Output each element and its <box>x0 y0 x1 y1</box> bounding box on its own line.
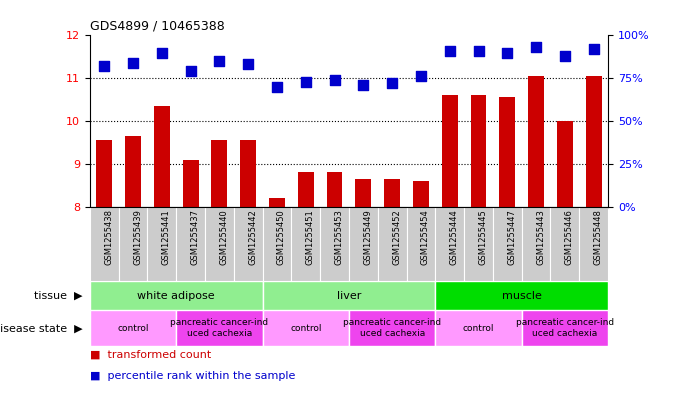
Text: disease state  ▶: disease state ▶ <box>0 323 83 333</box>
Text: GSM1255450: GSM1255450 <box>277 209 286 264</box>
Point <box>99 63 110 69</box>
Bar <box>522 207 551 281</box>
Text: GSM1255437: GSM1255437 <box>191 209 200 265</box>
Point <box>156 50 167 56</box>
Text: GSM1255443: GSM1255443 <box>536 209 545 265</box>
Text: GSM1255441: GSM1255441 <box>162 209 171 264</box>
Bar <box>579 207 608 281</box>
Bar <box>176 207 205 281</box>
Text: GSM1255452: GSM1255452 <box>392 209 401 264</box>
Bar <box>298 173 314 207</box>
Point <box>243 61 254 68</box>
Bar <box>551 207 579 281</box>
Bar <box>557 121 573 207</box>
Bar <box>349 310 435 346</box>
Text: GSM1255446: GSM1255446 <box>565 209 574 265</box>
Text: pancreatic cancer-ind
uced cachexia: pancreatic cancer-ind uced cachexia <box>515 318 614 338</box>
Text: GSM1255453: GSM1255453 <box>334 209 343 265</box>
Bar <box>90 207 119 281</box>
Text: GSM1255454: GSM1255454 <box>421 209 430 264</box>
Point <box>358 82 369 88</box>
Point <box>329 77 340 83</box>
Bar <box>263 281 435 310</box>
Bar <box>435 281 608 310</box>
Point <box>127 60 138 66</box>
Bar <box>500 97 515 207</box>
Bar <box>471 95 486 207</box>
Point <box>502 50 513 56</box>
Bar <box>413 181 429 207</box>
Bar <box>528 76 544 207</box>
Text: GSM1255442: GSM1255442 <box>248 209 257 264</box>
Bar <box>586 76 602 207</box>
Text: ■  percentile rank within the sample: ■ percentile rank within the sample <box>90 371 295 381</box>
Point <box>300 79 311 85</box>
Point <box>588 46 599 52</box>
Text: GSM1255447: GSM1255447 <box>507 209 516 265</box>
Bar <box>125 136 141 207</box>
Bar <box>406 207 435 281</box>
Bar <box>240 140 256 207</box>
Bar <box>522 310 608 346</box>
Text: pancreatic cancer-ind
uced cachexia: pancreatic cancer-ind uced cachexia <box>170 318 269 338</box>
Bar <box>435 310 522 346</box>
Text: GDS4899 / 10465388: GDS4899 / 10465388 <box>90 20 225 33</box>
Point <box>386 80 397 86</box>
Point <box>444 48 455 54</box>
Text: GSM1255439: GSM1255439 <box>133 209 142 265</box>
Bar <box>90 281 263 310</box>
Bar <box>147 207 176 281</box>
Bar <box>263 207 292 281</box>
Bar <box>442 95 457 207</box>
Bar <box>327 173 343 207</box>
Bar <box>154 106 170 207</box>
Text: GSM1255451: GSM1255451 <box>305 209 315 264</box>
Bar <box>234 207 263 281</box>
Text: tissue  ▶: tissue ▶ <box>35 290 83 301</box>
Point <box>415 73 426 80</box>
Text: GSM1255444: GSM1255444 <box>450 209 459 264</box>
Bar <box>211 140 227 207</box>
Bar <box>90 310 176 346</box>
Text: liver: liver <box>337 290 361 301</box>
Bar <box>355 179 371 207</box>
Text: control: control <box>290 324 321 332</box>
Bar <box>182 160 198 207</box>
Text: GSM1255438: GSM1255438 <box>104 209 113 265</box>
Text: control: control <box>117 324 149 332</box>
Point <box>559 53 570 59</box>
Text: muscle: muscle <box>502 290 542 301</box>
Text: white adipose: white adipose <box>138 290 215 301</box>
Bar <box>205 207 234 281</box>
Bar <box>119 207 147 281</box>
Point <box>214 58 225 64</box>
Bar <box>435 207 464 281</box>
Text: GSM1255445: GSM1255445 <box>478 209 488 264</box>
Bar <box>320 207 349 281</box>
Bar <box>96 140 112 207</box>
Point <box>272 84 283 90</box>
Text: GSM1255449: GSM1255449 <box>363 209 372 264</box>
Bar <box>269 198 285 207</box>
Bar <box>349 207 378 281</box>
Bar <box>384 179 400 207</box>
Bar <box>493 207 522 281</box>
Bar <box>378 207 406 281</box>
Text: control: control <box>463 324 494 332</box>
Bar <box>263 310 349 346</box>
Point <box>185 68 196 75</box>
Point <box>531 44 542 51</box>
Bar <box>292 207 320 281</box>
Text: GSM1255448: GSM1255448 <box>594 209 603 265</box>
Text: pancreatic cancer-ind
uced cachexia: pancreatic cancer-ind uced cachexia <box>343 318 442 338</box>
Bar <box>464 207 493 281</box>
Text: ■  transformed count: ■ transformed count <box>90 350 211 360</box>
Bar <box>176 310 263 346</box>
Text: GSM1255440: GSM1255440 <box>219 209 229 264</box>
Point <box>473 48 484 54</box>
